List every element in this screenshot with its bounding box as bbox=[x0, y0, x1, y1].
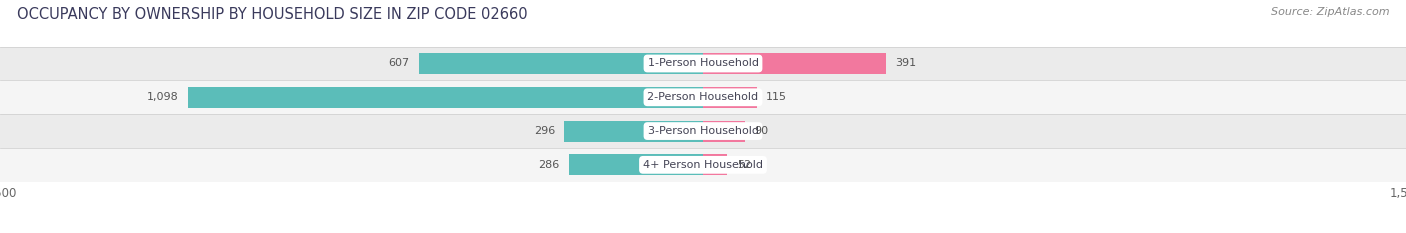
Text: 3-Person Household: 3-Person Household bbox=[648, 126, 758, 136]
Text: 391: 391 bbox=[896, 58, 917, 69]
Text: 90: 90 bbox=[755, 126, 769, 136]
Bar bbox=[0, 80, 1406, 114]
Text: 115: 115 bbox=[766, 92, 787, 102]
Bar bbox=[0, 47, 1406, 80]
Bar bbox=[569, 154, 703, 175]
Bar bbox=[564, 121, 703, 141]
Text: 52: 52 bbox=[737, 160, 751, 170]
Text: 2-Person Household: 2-Person Household bbox=[647, 92, 759, 102]
Bar bbox=[0, 114, 1406, 148]
Text: 286: 286 bbox=[538, 160, 560, 170]
Text: 1-Person Household: 1-Person Household bbox=[648, 58, 758, 69]
Text: 607: 607 bbox=[388, 58, 409, 69]
Text: 296: 296 bbox=[534, 126, 555, 136]
Bar bbox=[188, 87, 703, 108]
Bar bbox=[703, 121, 745, 141]
Text: Source: ZipAtlas.com: Source: ZipAtlas.com bbox=[1271, 7, 1389, 17]
Text: OCCUPANCY BY OWNERSHIP BY HOUSEHOLD SIZE IN ZIP CODE 02660: OCCUPANCY BY OWNERSHIP BY HOUSEHOLD SIZE… bbox=[17, 7, 527, 22]
Text: 4+ Person Household: 4+ Person Household bbox=[643, 160, 763, 170]
Text: 1,098: 1,098 bbox=[148, 92, 179, 102]
Bar bbox=[703, 87, 756, 108]
Bar bbox=[419, 53, 703, 74]
Bar bbox=[0, 148, 1406, 182]
Bar bbox=[703, 154, 727, 175]
Bar bbox=[703, 53, 886, 74]
